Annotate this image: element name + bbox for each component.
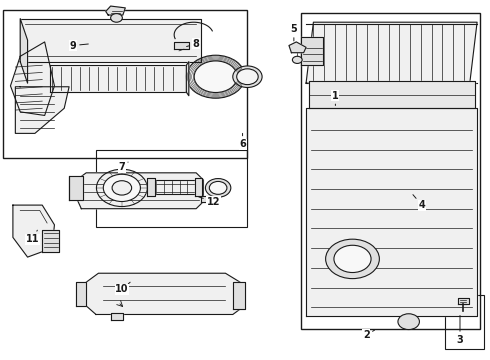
Text: 3: 3 (457, 315, 464, 345)
Text: 12: 12 (199, 197, 220, 207)
Text: 4: 4 (413, 195, 425, 210)
Circle shape (186, 55, 245, 98)
Polygon shape (49, 65, 186, 92)
Circle shape (334, 245, 371, 273)
Polygon shape (76, 282, 86, 306)
Circle shape (326, 239, 379, 279)
Circle shape (97, 169, 147, 207)
Text: 7: 7 (119, 162, 128, 172)
Polygon shape (233, 282, 245, 309)
Polygon shape (20, 19, 27, 83)
Circle shape (103, 174, 141, 202)
Circle shape (111, 14, 122, 22)
Text: 10: 10 (115, 282, 130, 294)
Circle shape (209, 181, 227, 194)
Polygon shape (186, 62, 189, 96)
Text: 2: 2 (363, 330, 374, 340)
Bar (96, 149, 247, 226)
Circle shape (233, 66, 262, 87)
Polygon shape (84, 273, 243, 315)
Text: 8: 8 (187, 39, 199, 49)
Polygon shape (289, 42, 306, 53)
Circle shape (293, 56, 302, 63)
Polygon shape (195, 178, 202, 196)
Circle shape (194, 61, 237, 93)
Polygon shape (306, 108, 477, 316)
Polygon shape (458, 298, 469, 304)
Polygon shape (111, 313, 123, 320)
Circle shape (398, 314, 419, 329)
Text: 5: 5 (291, 24, 297, 41)
Text: 6: 6 (239, 134, 246, 149)
Bar (3, 10, 247, 158)
Circle shape (112, 181, 132, 195)
Bar (301, 13, 480, 329)
Text: 1: 1 (332, 91, 339, 105)
Polygon shape (147, 178, 155, 196)
Polygon shape (306, 22, 477, 83)
Polygon shape (152, 180, 196, 194)
Polygon shape (76, 173, 203, 209)
Text: 9: 9 (70, 41, 88, 50)
Polygon shape (10, 42, 54, 116)
Bar (445, 295, 485, 348)
Polygon shape (13, 205, 54, 257)
Circle shape (237, 69, 258, 85)
Polygon shape (20, 19, 201, 62)
Circle shape (205, 179, 231, 197)
Polygon shape (15, 87, 69, 134)
Polygon shape (309, 81, 475, 108)
Polygon shape (201, 196, 213, 202)
Polygon shape (69, 176, 83, 200)
Polygon shape (106, 6, 125, 15)
Polygon shape (42, 230, 59, 252)
Polygon shape (301, 37, 323, 65)
Text: 11: 11 (25, 230, 39, 244)
Polygon shape (174, 42, 189, 49)
